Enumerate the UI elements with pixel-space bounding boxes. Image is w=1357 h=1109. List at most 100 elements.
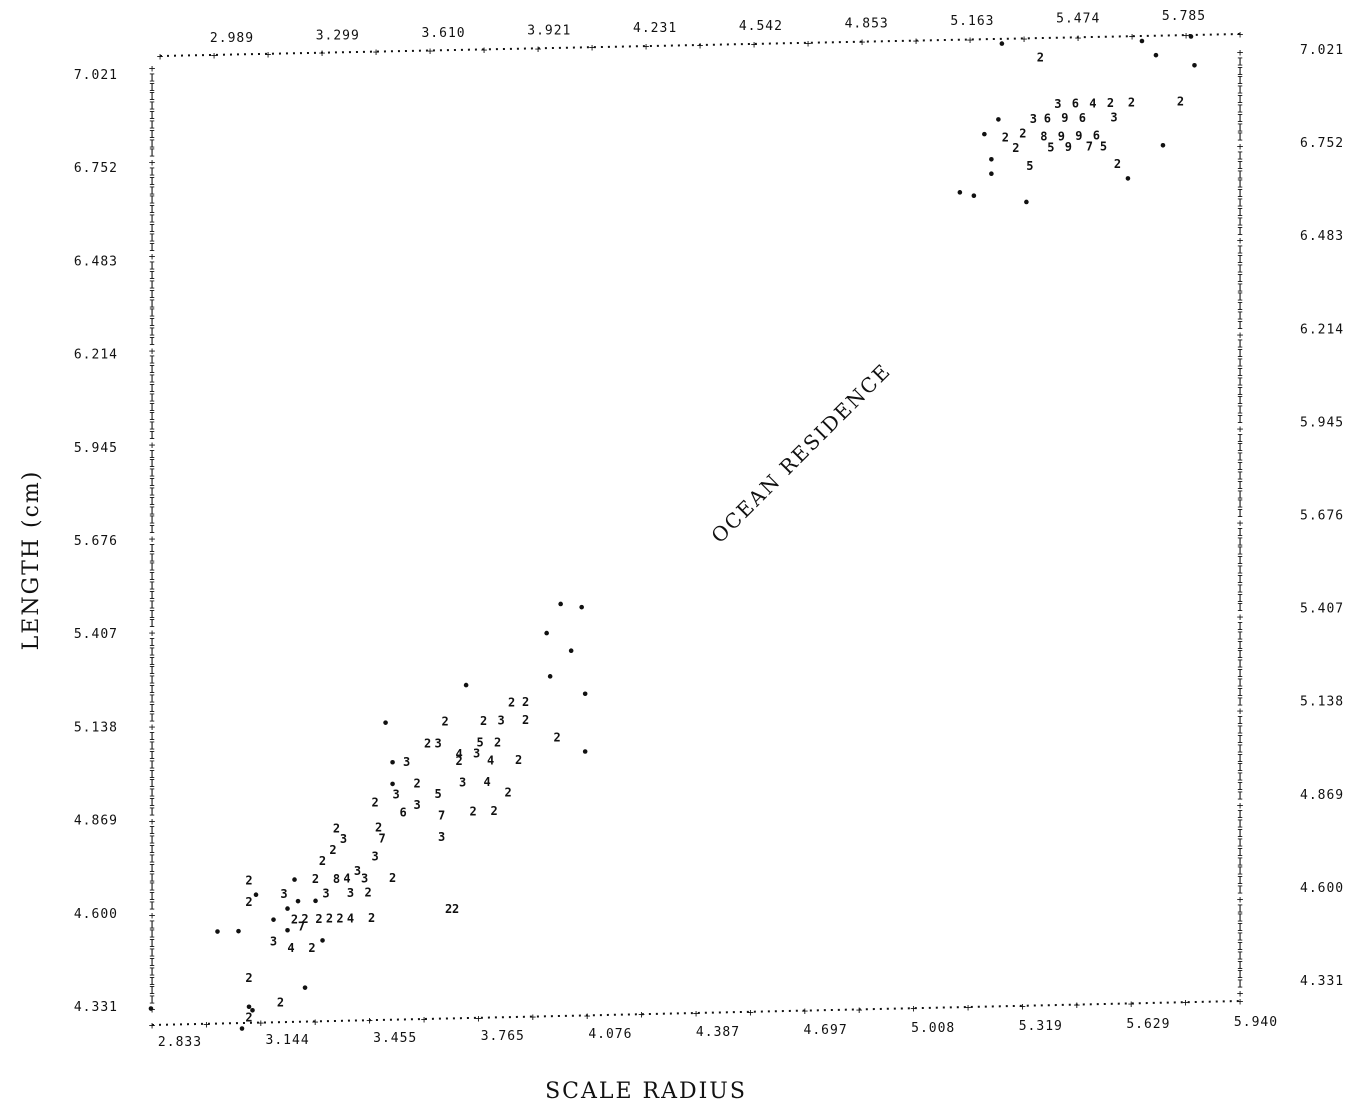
y-tick-label-left: 4.600 xyxy=(74,907,118,922)
y-axis-label: LENGTH (cm) xyxy=(19,470,44,651)
frame-right-mark: I xyxy=(1237,507,1244,520)
data-point-count: 3 xyxy=(361,871,368,885)
frame-right-mark: I xyxy=(1237,658,1244,671)
frame-top-mark: + xyxy=(211,49,218,62)
frame-right-mark: I xyxy=(1237,714,1244,727)
y-tick-label-right: 7.021 xyxy=(1300,43,1344,58)
data-point-count: 4 xyxy=(487,753,494,767)
data-point-count: 2 xyxy=(522,713,529,727)
frame-left-mark: I xyxy=(149,382,156,395)
frame-left-mark: I xyxy=(149,467,156,480)
x-axis-label: SCALE RADIUS xyxy=(545,1079,747,1104)
frame-right-mark: I xyxy=(1237,940,1244,953)
frame-left-mark: I xyxy=(149,335,156,348)
data-point-count: 2 xyxy=(505,786,512,800)
frame-left-mark: I xyxy=(149,749,156,762)
data-point-count: 5 xyxy=(434,787,441,801)
data-point-dot xyxy=(236,928,241,934)
frame-left-mark: I xyxy=(149,194,156,207)
data-point-count: 8 xyxy=(333,872,340,886)
frame-right-mark: + xyxy=(1237,422,1244,435)
x-tick-label-top: 3.921 xyxy=(527,24,571,39)
data-point-count: 2 xyxy=(245,873,252,887)
frame-left-mark: I xyxy=(149,881,156,894)
frame-left-mark: I xyxy=(149,598,156,611)
data-point-dot xyxy=(1139,38,1145,44)
data-point-count: 7 xyxy=(298,919,305,933)
data-point-dot xyxy=(463,682,469,688)
frame-right-mark: I xyxy=(1237,968,1244,981)
frame-right-mark: I xyxy=(1237,620,1244,633)
data-point-count: 4 xyxy=(347,911,354,925)
data-point-count: 3 xyxy=(340,832,347,846)
y-tick-label-left: 7.021 xyxy=(74,68,118,83)
frame-top-mark: + xyxy=(1075,31,1082,44)
frame-bottom-mark: + xyxy=(693,1007,700,1020)
x-tick-label-bottom: 3.455 xyxy=(373,1031,417,1046)
data-point-count: 3 xyxy=(280,887,287,901)
frame-left-mark: I xyxy=(149,166,156,179)
frame-right-mark: I xyxy=(1237,883,1244,896)
frame-right-mark: I xyxy=(1237,902,1244,915)
frame-left-mark: I xyxy=(149,645,156,658)
data-point-count: 5 xyxy=(1026,159,1033,173)
y-tick-label-right: 5.138 xyxy=(1300,695,1344,710)
x-tick-label-top: 2.989 xyxy=(210,31,254,46)
frame-right-mark: I xyxy=(1237,347,1244,360)
frame-left-mark: I xyxy=(149,71,156,84)
frame-bottom-mark: + xyxy=(257,1017,264,1030)
data-point-count: 2 xyxy=(522,695,529,709)
data-point-dot xyxy=(390,759,395,765)
frame-right-mark: + xyxy=(1237,987,1244,1000)
data-point-dot xyxy=(582,749,588,754)
x-tick-label-bottom: 5.008 xyxy=(911,1021,955,1036)
frame-left-mark: + xyxy=(149,156,156,169)
frame-left-mark: I xyxy=(149,260,156,273)
frame-left-mark: I xyxy=(149,420,156,433)
data-point-count: 2 xyxy=(312,872,319,886)
data-point-dot xyxy=(313,898,318,904)
frame-right-mark: I xyxy=(1237,695,1244,708)
frame-left-mark: I xyxy=(149,325,156,338)
frame-top-mark: + xyxy=(481,43,488,56)
frame-left-mark: I xyxy=(149,580,156,593)
frame-bottom-mark: + xyxy=(366,1014,373,1027)
frame-left-mark: I xyxy=(149,373,156,386)
frame-right-mark: I xyxy=(1237,780,1244,793)
frame-right-mark: I xyxy=(1237,206,1244,219)
frame-left-mark: I xyxy=(149,730,156,743)
data-point-dot xyxy=(982,131,987,137)
frame-right-mark: I xyxy=(1237,65,1244,78)
x-tick-label-top: 5.785 xyxy=(1162,9,1206,24)
frame-right-mark: I xyxy=(1237,366,1244,379)
data-point-count: 3 xyxy=(371,849,378,863)
data-point-dot xyxy=(383,720,388,725)
frame-bottom-mark: + xyxy=(149,1019,156,1032)
frame-top-mark: + xyxy=(319,47,326,60)
frame-right-mark: I xyxy=(1237,554,1244,567)
frame-left-mark: + xyxy=(149,344,156,357)
data-point-count: 4 xyxy=(1089,96,1096,110)
frame-right-mark: I xyxy=(1237,131,1244,144)
frame-bottom-mark: + xyxy=(421,1013,428,1026)
frame-left-mark: + xyxy=(149,250,156,263)
data-point-dot xyxy=(1024,199,1029,205)
frame-right-mark: I xyxy=(1237,178,1244,191)
data-point-count: 2 xyxy=(375,820,382,834)
data-point-count: 2 xyxy=(389,871,396,885)
frame-bottom-mark: + xyxy=(1237,995,1244,1008)
frame-left-mark: I xyxy=(149,241,156,254)
frame-right-mark: I xyxy=(1237,498,1244,511)
frame-right-mark: I xyxy=(1237,225,1244,238)
data-point-count: 3 xyxy=(270,934,277,948)
x-tick-label-bottom: 3.144 xyxy=(266,1033,310,1048)
data-point-count: 5 xyxy=(476,736,483,750)
data-point-dot xyxy=(390,781,395,787)
data-point-count: 6 xyxy=(1079,111,1086,125)
frame-right-mark: I xyxy=(1237,818,1244,831)
frame-left-mark: I xyxy=(149,203,156,216)
data-point-count: 2 xyxy=(1177,95,1184,109)
frame-right-mark: I xyxy=(1237,272,1244,285)
frame-top-mark: + xyxy=(1237,28,1244,41)
data-point-count: 3 xyxy=(1054,97,1061,111)
